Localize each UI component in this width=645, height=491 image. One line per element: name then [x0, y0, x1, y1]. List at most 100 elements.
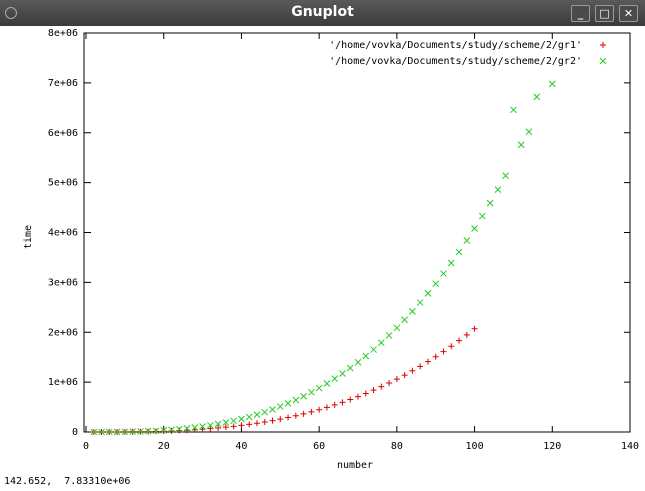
data-point	[206, 421, 214, 429]
data-point	[533, 93, 541, 101]
data-point	[339, 370, 346, 377]
data-point	[214, 420, 222, 428]
data-point	[245, 413, 253, 421]
data-point	[191, 424, 199, 431]
data-point	[160, 427, 168, 434]
data-point	[323, 404, 330, 411]
x-tick-label: 100	[466, 441, 484, 452]
x-tick-label: 80	[391, 441, 403, 452]
data-point	[401, 316, 408, 324]
data-point	[471, 225, 478, 232]
data-point	[315, 384, 323, 392]
y-tick-label: 0	[72, 427, 78, 438]
x-tick-label: 140	[621, 441, 639, 452]
window-icon[interactable]	[5, 7, 17, 19]
x-tick-label: 60	[313, 441, 325, 452]
data-point	[331, 375, 339, 382]
data-point	[261, 418, 268, 425]
y-tick-label: 7e+06	[48, 78, 78, 89]
data-point	[222, 419, 230, 426]
data-point	[277, 416, 284, 423]
data-point	[378, 383, 385, 390]
data-point	[548, 80, 556, 88]
data-point	[183, 425, 191, 432]
data-point	[354, 358, 362, 366]
data-point	[393, 324, 401, 332]
y-tick-label: 8e+06	[48, 28, 78, 39]
data-point	[269, 417, 276, 424]
data-point	[370, 387, 377, 394]
y-tick-label: 4e+06	[48, 228, 78, 239]
x-tick-label: 120	[543, 441, 561, 452]
data-point	[463, 237, 471, 244]
data-point	[386, 380, 393, 387]
data-point	[285, 414, 292, 421]
title-bar: Gnuplot _ □ ✕	[0, 0, 645, 26]
data-point	[121, 428, 129, 436]
data-point	[525, 128, 533, 136]
data-point	[347, 396, 354, 403]
data-point	[276, 403, 284, 410]
data-point	[393, 376, 400, 383]
close-button[interactable]: ✕	[619, 5, 638, 22]
data-point	[168, 427, 175, 434]
data-point	[152, 427, 160, 435]
data-point	[409, 308, 416, 315]
chart: number time 0 20 40 60 80 100 120 140 0 1e+06 2e+0…	[23, 28, 639, 471]
data-point	[261, 408, 269, 416]
data-point	[90, 428, 98, 436]
data-point	[440, 270, 447, 277]
data-point	[98, 428, 105, 436]
legend-label: '/home/vovka/Documents/study/scheme/2/gr…	[329, 40, 582, 51]
data-point	[385, 332, 393, 339]
data-point	[284, 400, 292, 407]
data-point	[456, 337, 463, 344]
x-tick-label: 40	[235, 441, 247, 452]
data-point	[238, 415, 245, 423]
data-point	[417, 363, 424, 370]
minimize-button[interactable]: _	[571, 5, 590, 22]
data-point	[137, 428, 144, 435]
data-point	[471, 325, 478, 332]
data-point	[355, 393, 361, 400]
data-point	[300, 392, 307, 400]
y-axis-label: time	[23, 225, 34, 249]
data-point	[175, 425, 183, 433]
x-tick-label: 20	[158, 441, 170, 452]
data-point	[300, 410, 307, 417]
window-title: Gnuplot	[291, 4, 354, 20]
data-point	[517, 141, 525, 149]
status-bar: 142.652, 7.83310e+06	[4, 476, 131, 487]
data-point	[401, 372, 408, 379]
data-point	[424, 358, 431, 365]
data-point	[292, 396, 300, 404]
data-point	[113, 428, 121, 436]
data-point	[424, 289, 432, 297]
data-point	[377, 339, 385, 347]
data-point	[230, 423, 237, 430]
data-point	[246, 421, 253, 428]
data-point	[432, 280, 440, 288]
data-point	[176, 427, 183, 434]
plot-frame	[83, 32, 631, 433]
data-point	[339, 399, 346, 406]
data-point	[129, 428, 136, 436]
y-tick-label: 1e+06	[48, 377, 78, 388]
maximize-button[interactable]: □	[595, 5, 614, 22]
y-tick-label: 6e+06	[48, 128, 78, 139]
data-point	[308, 408, 315, 415]
data-point	[144, 427, 152, 435]
legend-marker	[599, 57, 607, 65]
data-point	[308, 388, 315, 396]
legend-marker	[600, 42, 606, 48]
data-point	[253, 420, 260, 427]
data-point	[362, 390, 369, 397]
data-point	[510, 106, 517, 114]
data-point	[463, 331, 470, 338]
y-tick-label: 2e+06	[48, 327, 78, 338]
data-point	[455, 248, 463, 256]
data-point	[199, 423, 206, 430]
data-point	[238, 422, 245, 429]
data-point	[222, 424, 229, 431]
